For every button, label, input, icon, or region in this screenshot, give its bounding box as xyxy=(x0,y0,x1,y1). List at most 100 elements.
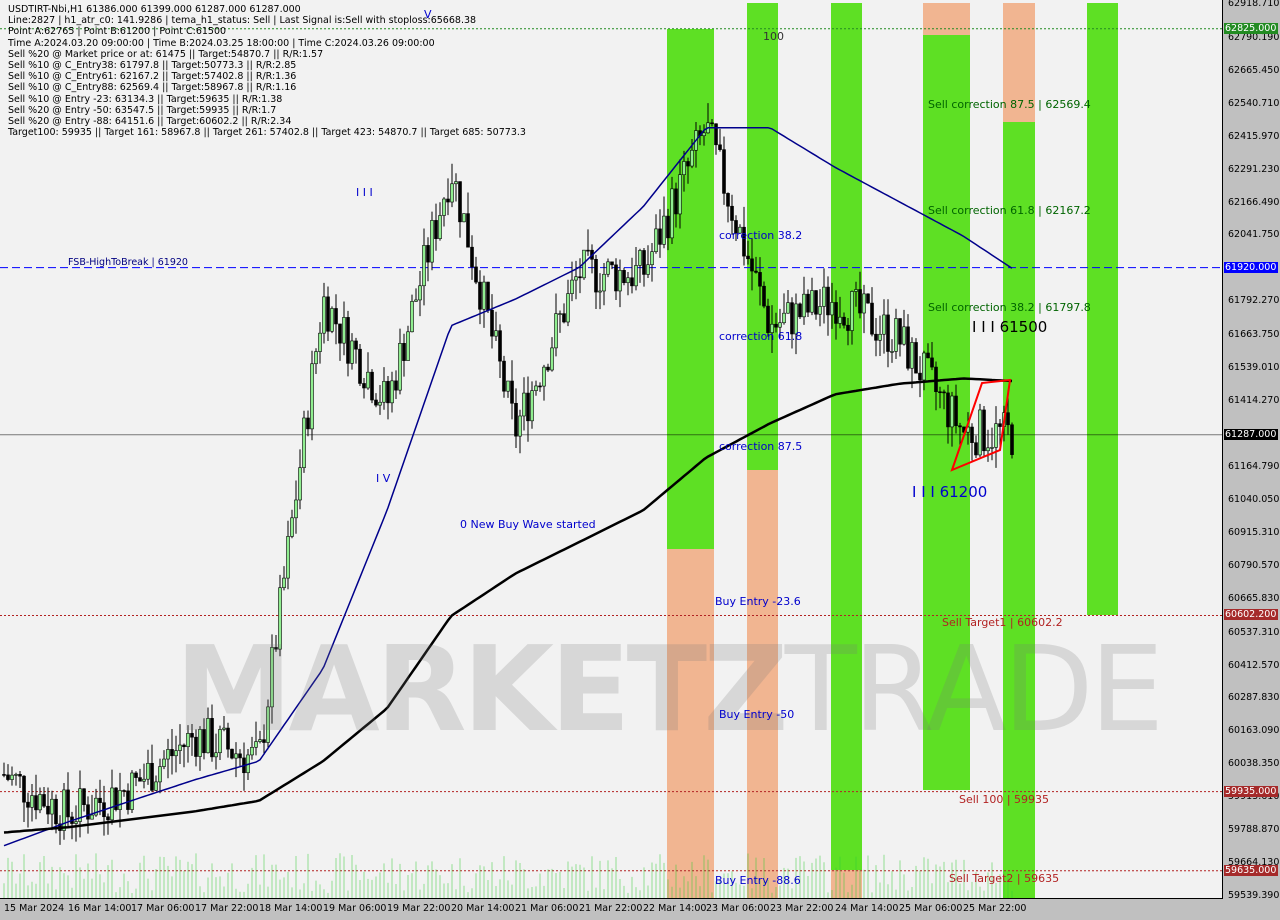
label-100: 100 xyxy=(763,30,784,43)
candle-body xyxy=(658,228,662,245)
candle-body xyxy=(386,381,390,404)
info-line: Time A:2024.03.20 09:00:00 | Time B:2024… xyxy=(8,37,435,49)
candle-body xyxy=(946,392,950,428)
candle-body xyxy=(194,736,198,757)
wave-v-label: V xyxy=(424,8,432,21)
candle-body xyxy=(682,161,686,176)
candle-body xyxy=(342,317,346,344)
price-tick-label: 60163.090 xyxy=(1228,725,1280,737)
candle-body xyxy=(394,380,398,391)
candle-body xyxy=(546,366,550,371)
candle-body xyxy=(586,249,590,252)
candle-body xyxy=(142,778,146,782)
candle-body xyxy=(78,788,82,822)
candle-body xyxy=(318,332,322,352)
price-tick-label: 59913.610 xyxy=(1228,791,1280,803)
plot-area[interactable]: MARKETZTRADE USDTIRT-Nbi,H1 61386.000 61… xyxy=(0,0,1223,899)
candle-body xyxy=(74,821,78,824)
candle-body xyxy=(470,246,474,268)
sell-correction-618: Sell correction 61.8 | 62167.2 xyxy=(928,204,1091,217)
candle-body xyxy=(326,296,330,332)
info-line: Sell %10 @ Entry -23: 63134.3 || Target:… xyxy=(8,93,283,105)
candle-body xyxy=(230,748,234,759)
candle-body xyxy=(578,276,582,279)
candle-body xyxy=(570,279,574,294)
candle-body xyxy=(206,718,210,754)
candle-body xyxy=(522,392,526,417)
candle-body xyxy=(54,798,58,825)
price-tick-label: 62166.490 xyxy=(1228,196,1280,208)
wave-iv-label: I V xyxy=(376,472,391,485)
candle-body xyxy=(42,794,46,807)
sell-target1-label: Sell Target1 | 60602.2 xyxy=(942,616,1063,629)
candle-body xyxy=(686,161,690,167)
candle-body xyxy=(746,255,750,260)
price-tick-label: 61040.050 xyxy=(1228,493,1280,505)
candle-body xyxy=(482,281,486,310)
wave-iii-label: I I I xyxy=(356,186,373,199)
candle-body xyxy=(930,357,934,368)
candle-body xyxy=(542,366,546,387)
green-zone-band xyxy=(747,3,778,470)
candle-body xyxy=(182,744,186,748)
candle-body xyxy=(886,314,890,352)
candle-body xyxy=(106,816,110,821)
price-tick-label: 61663.750 xyxy=(1228,329,1280,341)
price-tick-label: 60537.310 xyxy=(1228,626,1280,638)
candle-body xyxy=(478,281,482,310)
candle-body xyxy=(454,181,458,185)
candle-body xyxy=(646,264,650,275)
time-tick-label: 17 Mar 06:00 xyxy=(131,903,195,914)
candle-body xyxy=(666,215,670,239)
correction-875-label: correction 87.5 xyxy=(719,440,803,453)
candle-body xyxy=(310,363,314,430)
orange-zone-band xyxy=(923,3,970,35)
candle-body xyxy=(362,383,366,389)
candle-body xyxy=(462,213,466,223)
candle-body xyxy=(702,132,706,137)
candle-body xyxy=(398,343,402,391)
candle-body xyxy=(402,343,406,361)
candle-body xyxy=(458,181,462,223)
candle-body xyxy=(122,790,126,792)
candle-body xyxy=(506,380,510,392)
candle-body xyxy=(430,220,434,263)
candle-body xyxy=(630,277,634,287)
candle-body xyxy=(830,302,834,316)
candle-body xyxy=(146,762,150,780)
candle-body xyxy=(6,774,10,780)
candle-body xyxy=(998,423,1002,427)
candle-body xyxy=(826,286,830,316)
candle-body xyxy=(1010,424,1014,455)
candle-body xyxy=(338,323,342,344)
price-tick-label: 62540.710 xyxy=(1228,97,1280,109)
candle-body xyxy=(958,425,962,428)
candle-body xyxy=(286,536,290,579)
candle-body xyxy=(642,250,646,275)
orange-zone-band xyxy=(747,470,778,898)
candle-body xyxy=(214,752,218,758)
info-line: Sell %10 @ C_Entry61: 62167.2 || Target:… xyxy=(8,71,297,83)
candle-body xyxy=(178,744,182,751)
candle-body xyxy=(2,774,6,776)
candle-body xyxy=(918,372,922,381)
candle-body xyxy=(486,281,490,311)
price-chart xyxy=(0,3,1222,898)
candle-body xyxy=(898,318,902,345)
candle-body xyxy=(538,385,542,388)
time-tick-label: 22 Mar 14:00 xyxy=(643,903,707,914)
candle-body xyxy=(818,306,822,315)
candle-body xyxy=(822,286,826,307)
price-tick-label: 62790.190 xyxy=(1228,31,1280,43)
candle-body xyxy=(622,270,626,284)
candle-body xyxy=(510,380,514,404)
candle-body xyxy=(678,174,682,215)
candle-body xyxy=(186,733,190,748)
candle-body xyxy=(62,789,66,831)
candle-body xyxy=(594,259,598,293)
candle-body xyxy=(598,290,602,293)
candle-body xyxy=(234,753,238,759)
candle-body xyxy=(850,291,854,331)
candle-body xyxy=(766,305,770,333)
